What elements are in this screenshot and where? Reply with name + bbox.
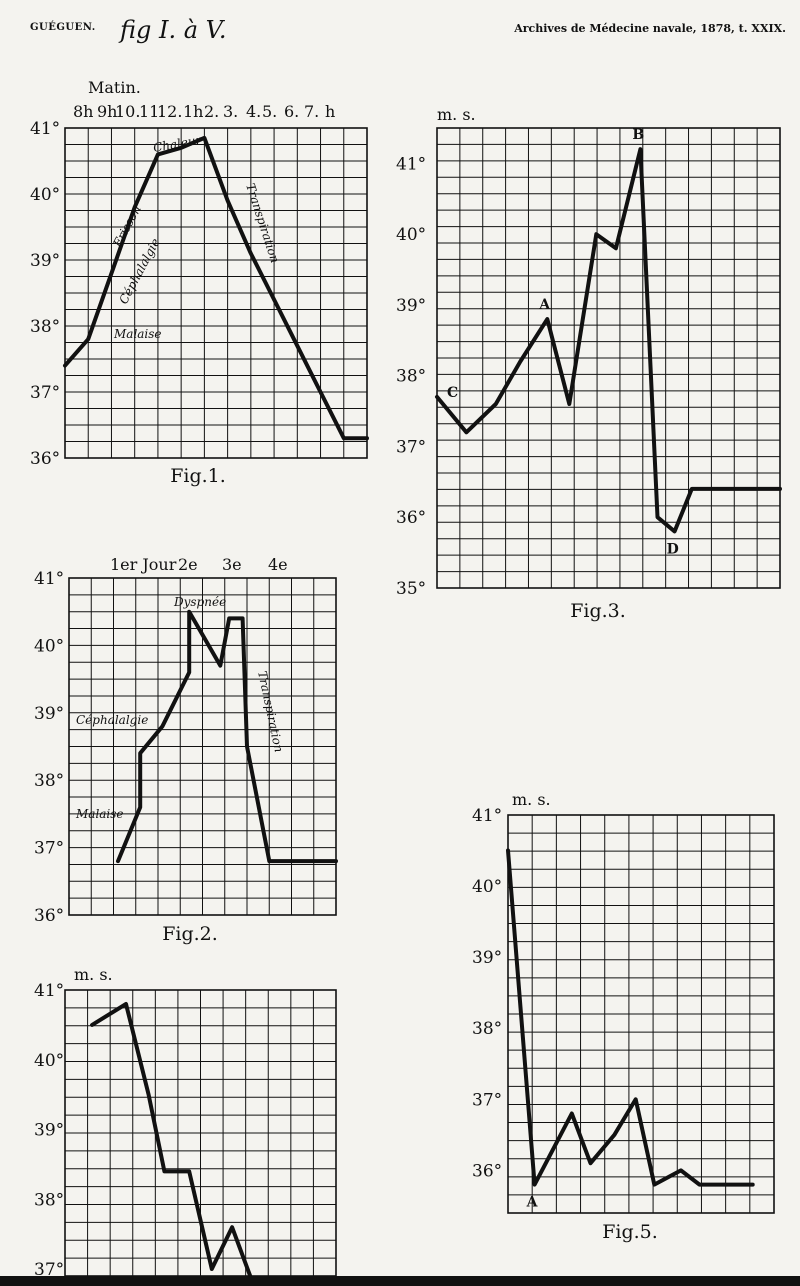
- figure-reference: fig I. à V.: [120, 16, 227, 44]
- x-tick-label: 2.: [204, 102, 219, 121]
- fig5-temperature-curve: [506, 848, 755, 1187]
- author-name: GUÉGUEN.: [30, 22, 96, 33]
- x-tick-label: 8h: [73, 102, 93, 121]
- fig5-top-label: m. s.: [512, 790, 551, 809]
- x-tick-label: 7.: [304, 102, 319, 121]
- x-tick-label: 2e: [178, 555, 198, 574]
- x-tick-label: 3.: [223, 102, 238, 121]
- y-tick-label: 40°: [30, 185, 60, 205]
- fig3-temperature-curve: [435, 147, 782, 534]
- curve-annotation: Céphalalgie: [76, 713, 148, 727]
- x-tick-label: h: [325, 102, 335, 121]
- y-tick-label: 37°: [472, 1090, 502, 1110]
- y-tick-label: 35°: [396, 579, 426, 599]
- fig2-temperature-curve: [116, 609, 338, 864]
- point-label: A: [538, 297, 551, 313]
- y-tick-label: 37°: [30, 383, 60, 403]
- y-tick-label: 37°: [34, 839, 64, 859]
- x-tick-label: 1er Jour: [110, 555, 177, 574]
- curve-annotation: Malaise: [75, 807, 124, 821]
- y-tick-label: 38°: [34, 1190, 64, 1210]
- fig5-chart: 41° 40° 39° 38° 37° 36° m. s. A Fig.5.: [472, 790, 775, 1243]
- fig1-grid: [65, 128, 367, 458]
- fig4-top-label: m. s.: [74, 965, 113, 984]
- y-tick-label: 39°: [396, 296, 426, 316]
- fig4-grid: [65, 990, 336, 1276]
- fig4-chart: 41° 40° 39° 38° 37° m. s.: [34, 965, 337, 1280]
- y-tick-label: 40°: [34, 636, 64, 656]
- y-tick-label: 40°: [34, 1051, 64, 1071]
- point-label: B: [632, 127, 644, 143]
- x-tick-label: 3e: [222, 555, 242, 574]
- y-tick-label: 40°: [396, 225, 426, 245]
- fig5-grid: [508, 815, 774, 1213]
- fig3-top-label: m. s.: [437, 105, 476, 124]
- point-label: D: [667, 541, 679, 557]
- fig1-frame: [64, 127, 368, 459]
- fig1-top-label: Matin.: [88, 78, 141, 97]
- fig2-caption: Fig.2.: [162, 923, 218, 945]
- fig1-caption: Fig.1.: [170, 465, 226, 487]
- y-tick-label: 41°: [30, 119, 60, 139]
- curve-annotation: Chaleur: [152, 133, 203, 155]
- y-tick-label: 39°: [472, 948, 502, 968]
- fig3-frame: [436, 127, 781, 589]
- y-tick-label: 41°: [396, 154, 426, 174]
- x-tick-label: 11.: [139, 102, 164, 121]
- y-tick-label: 41°: [472, 806, 502, 826]
- y-tick-label: 38°: [472, 1019, 502, 1039]
- y-tick-label: 38°: [34, 771, 64, 791]
- fig3-caption: Fig.3.: [570, 600, 626, 622]
- y-tick-label: 36°: [34, 906, 64, 926]
- y-tick-label: 39°: [34, 1121, 64, 1141]
- y-tick-label: 37°: [34, 1260, 64, 1280]
- fig1-temperature-curve: [63, 135, 369, 441]
- curve-annotation: Transpiration: [255, 670, 286, 754]
- y-tick-label: 36°: [396, 508, 426, 528]
- y-tick-label: 41°: [34, 569, 64, 589]
- y-tick-label: 38°: [30, 317, 60, 337]
- x-tick-label: 6.: [284, 102, 299, 121]
- fig3-chart: 41° 40° 39° 38° 37° 36° 35° m. s. C A B D Fig.3.: [396, 105, 782, 622]
- x-tick-label: 10.: [115, 102, 140, 121]
- x-tick-label: 4e: [268, 555, 288, 574]
- y-tick-label: 39°: [34, 704, 64, 724]
- x-tick-label: 9h: [97, 102, 117, 121]
- x-tick-label: 5.: [262, 102, 277, 121]
- fig4-temperature-curve: [90, 1002, 253, 1278]
- fig2-grid: [69, 578, 336, 915]
- fig2-chart: 41° 40° 39° 38° 37° 36° 1er Jour 2e 3e 4e Fig.2.: [34, 555, 338, 945]
- x-tick-label: 12.: [157, 102, 182, 121]
- fig3-grid: [437, 128, 780, 588]
- curve-annotation: Dyspnée: [173, 595, 226, 609]
- page-bottom-border: [0, 1276, 800, 1286]
- y-tick-label: 38°: [396, 367, 426, 387]
- y-tick-label: 36°: [30, 449, 60, 469]
- curve-annotation: Malaise: [113, 327, 162, 341]
- point-label: C: [447, 385, 458, 401]
- y-tick-label: 36°: [472, 1161, 502, 1181]
- y-tick-label: 41°: [34, 981, 64, 1001]
- fig5-frame: [507, 814, 775, 1214]
- fig2-frame: [68, 577, 337, 916]
- y-tick-label: 37°: [396, 437, 426, 457]
- x-tick-label: 4.: [246, 102, 261, 121]
- fig5-caption: Fig.5.: [602, 1221, 658, 1243]
- journal-citation: Archives de Médecine navale, 1878, t. XX…: [514, 22, 786, 35]
- y-tick-label: 40°: [472, 877, 502, 897]
- point-label: A: [526, 1195, 539, 1211]
- x-tick-label: 1h: [183, 102, 203, 121]
- y-tick-label: 39°: [30, 251, 60, 271]
